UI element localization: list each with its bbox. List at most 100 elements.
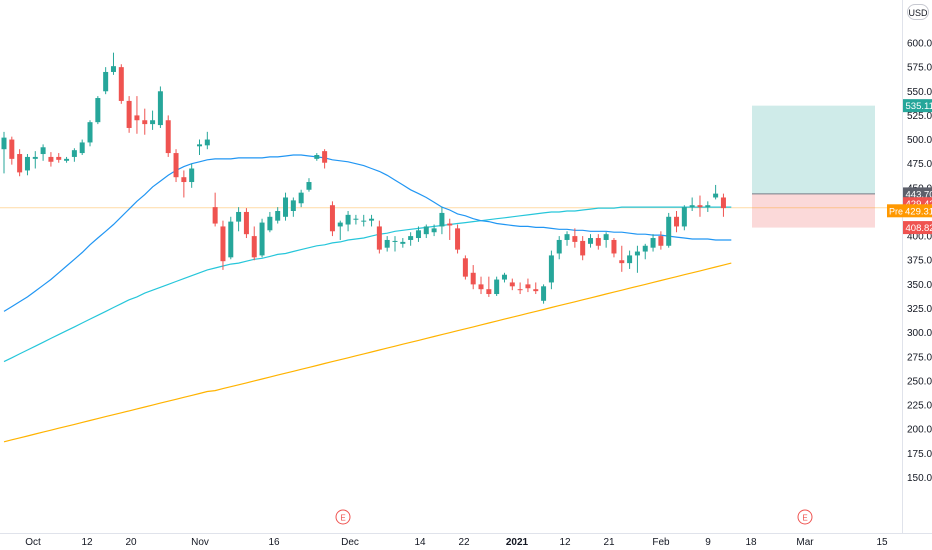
candle-body [329,205,335,232]
earnings-marker-label: E [340,514,345,523]
candle-body [322,151,328,163]
candle-body [87,122,93,143]
candle [118,64,124,104]
candle-body [603,234,609,240]
candle-body [71,150,77,157]
candle-body [267,216,273,231]
candle [173,149,179,183]
candle-body [689,205,695,208]
candle-body [290,200,296,211]
candle-body [9,139,15,159]
candle [275,207,281,224]
candle-body [353,218,359,220]
price-label: 443.70 [903,187,932,201]
candle [423,224,429,239]
candle [525,278,531,293]
candle-body [548,255,554,283]
ma-mid-line [3,206,732,363]
candle [580,236,586,261]
candle [713,184,719,200]
candle-body [650,238,656,248]
candle [681,205,687,231]
candle-body [259,222,265,256]
position-tool[interactable] [752,105,875,228]
price-tick-label: 225.00 [907,401,932,412]
time-tick-label: 20 [125,537,137,548]
candle-body [720,197,726,209]
time-tick-label: 12 [559,537,571,548]
candle [212,192,218,227]
candle-body [447,223,453,226]
candle [431,224,437,237]
candle-body [611,239,617,254]
candle [9,136,15,165]
candle [79,139,85,155]
candle-body [705,205,711,208]
candle-body [306,182,312,190]
candle [220,220,226,270]
earnings-marker[interactable]: E [335,509,351,525]
candle-body [494,279,500,295]
candle-body [674,216,680,227]
candle [87,120,93,147]
time-tick-label: Oct [25,537,41,548]
price-tick-label: 375.00 [907,256,932,267]
time-tick-label: Dec [341,537,359,548]
candle-body [56,156,62,160]
candle-body [345,214,351,225]
currency-button[interactable]: USD [907,4,929,20]
candle-body [517,289,523,291]
candle-body [697,205,703,208]
candle [64,156,70,163]
price-label-bg [903,99,932,113]
price-tick-label: 200.00 [907,425,932,436]
candle [548,250,554,290]
time-tick-label: 2021 [506,537,529,548]
candle-body [431,228,437,233]
candle [697,195,703,217]
candle-body [337,222,343,227]
candle-body [1,137,7,150]
time-axis[interactable]: Oct 12 20 Nov 16 Dec 14 22 2021 12 21 Feb 9 18 Mar 15 [25,537,888,548]
candle [322,149,328,169]
candle [142,108,148,135]
candle-body [103,71,109,92]
candle-body [634,251,640,256]
candle-body [627,255,633,264]
candle-body [142,120,148,125]
price-tick-label: 325.00 [907,304,932,315]
time-tick-label: Mar [796,537,814,548]
time-tick-label: Feb [652,537,670,548]
candle-body [369,218,375,221]
candle [658,231,664,250]
price-tick-label: 250.00 [907,376,932,387]
candle [361,214,367,227]
candle [572,228,578,248]
candle [267,211,273,233]
candle [56,153,62,163]
time-tick-label: 14 [414,537,426,548]
candle [17,149,23,177]
candle-body [197,144,202,147]
candle [666,212,672,248]
candle [556,236,562,260]
candle [384,236,390,252]
candle-body [486,289,492,295]
candle-body [533,289,539,292]
candle-body [478,284,484,290]
candle [376,220,382,254]
candle-body [580,240,586,256]
candle-body [392,240,398,242]
earnings-marker[interactable]: E [797,509,813,525]
candle-body [181,177,187,183]
price-label-bg [887,204,932,218]
candle [228,216,234,260]
target-zone [752,105,875,194]
candle [439,207,445,235]
candle-body [408,236,414,240]
moving-averages [3,154,732,443]
candle [478,276,484,295]
